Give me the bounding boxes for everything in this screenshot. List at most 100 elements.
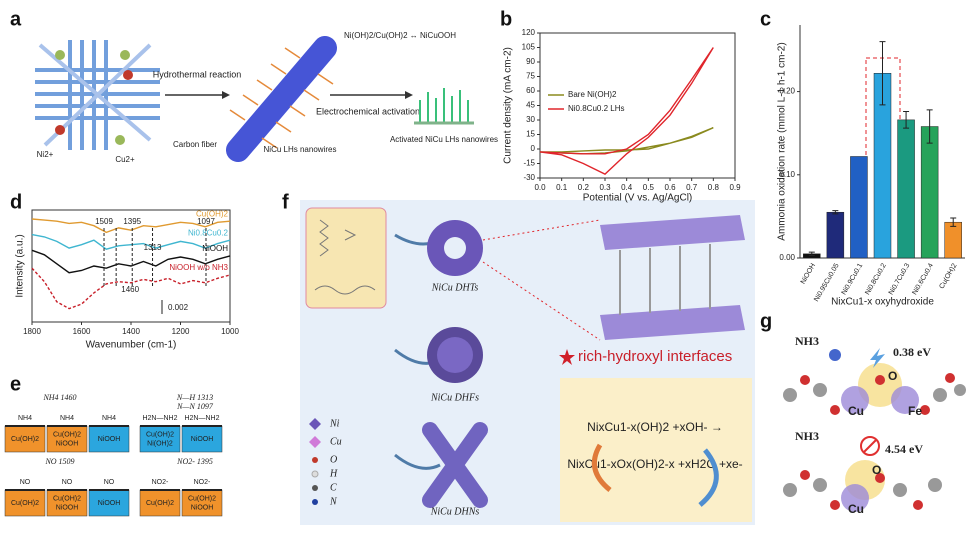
block-label: Cu(OH)2 (146, 431, 174, 438)
bar (944, 221, 962, 259)
legend-label: Cu (330, 436, 342, 447)
legend-label: C (330, 482, 337, 493)
legend-label: Bare Ni(OH)2 (568, 90, 617, 99)
surface-species: NH4 (18, 415, 32, 422)
bar (920, 126, 939, 259)
error-bar (903, 111, 910, 129)
series-label: Cu(OH)2 (196, 209, 229, 218)
block-label: Cu(OH)2 (11, 500, 39, 507)
legend-label: Ni (329, 418, 340, 429)
atom-label: Cu (848, 404, 864, 418)
error-bar (926, 109, 933, 144)
series-line (31, 233, 231, 250)
group-header: N—H 1313 (176, 393, 213, 402)
x-tick-label: 1400 (122, 327, 140, 336)
bar (850, 156, 868, 259)
block-label: NiOOH (191, 504, 214, 511)
block-label: Cu(OH)2 (53, 431, 81, 438)
equation: NixCu1-xOx(OH)2-x +xH2O +xe- (567, 457, 742, 471)
x-axis-title: Wavenumber (cm-1) (86, 340, 177, 351)
block-label: Cu(OH)2 (188, 495, 216, 502)
equation: NixCu1-x(OH)2 +xOH- → (587, 420, 723, 434)
annotation-label: 1460 (121, 285, 139, 294)
panel-letter: g (760, 310, 772, 332)
block-label: NiOOH (98, 500, 121, 507)
x-tick-label: 0.5 (643, 183, 655, 192)
group-header: NH4 1460 (42, 393, 76, 402)
y-tick-label: 30 (526, 115, 535, 124)
y-tick-label: 0.20 (779, 87, 795, 96)
atom-label: Cu (848, 502, 864, 516)
y-axis-title: Intensity (a.u.) (15, 234, 26, 297)
surface-species: NO (20, 479, 31, 486)
error-bar (879, 41, 886, 106)
panel-g: NH3 0.38 eV O Cu Fe NH3 4.54 eV O Cu (783, 334, 966, 516)
annotation-label: 1395 (123, 217, 141, 226)
group-header: NO 1509 (44, 457, 74, 466)
x-axis-title: Potential (V vs. Ag/AgCl) (583, 193, 693, 204)
legend-label: H (329, 468, 338, 479)
x-tick-label: Cu(OH)2 (938, 262, 958, 290)
energy: 0.38 eV (893, 345, 931, 359)
x-tick-label: 0.8 (708, 183, 720, 192)
panel-letter: c (760, 8, 771, 30)
y-tick-label: 105 (522, 43, 536, 52)
x-tick-label: Ni0.8Cu0.2 (864, 262, 888, 296)
annotation-label: 1313 (144, 243, 162, 252)
substrate-block (46, 425, 88, 453)
block-label: Cu(OH)2 (53, 495, 81, 502)
molecule: NH3 (795, 429, 819, 443)
block-label: NiOOH (56, 440, 79, 447)
atom-label: O (872, 463, 881, 477)
y-tick-label: 0.00 (779, 253, 795, 262)
error-bar (832, 210, 839, 215)
legend-label: N (329, 496, 338, 507)
series-label: Ni0.8Cu0.2 (188, 228, 229, 237)
surface-species: NH4 (60, 415, 74, 422)
annotation-label: 1097 (197, 217, 215, 226)
surface-species: H2N—NH2 (142, 415, 177, 422)
x-tick-label: 1000 (221, 327, 239, 336)
label: NiCu LHs nanowires (264, 145, 337, 154)
substrate-block (4, 425, 46, 453)
series-line (31, 249, 231, 274)
series-line (31, 218, 231, 234)
label: Hydrothermal reaction (153, 69, 242, 79)
scale-label: 0.002 (168, 303, 189, 312)
highlight-text: rich-hydroxyl interfaces (578, 348, 732, 365)
block-label: Cu(OH)2 (146, 500, 174, 507)
x-tick-label: Ni0.6Cu0.4 (911, 262, 935, 296)
x-tick-label: 0.6 (664, 183, 676, 192)
block-label: NiOOH (191, 436, 214, 443)
panel-letter: a (10, 8, 22, 30)
y-axis-title: Current density (mA cm-2) (503, 47, 514, 164)
y-tick-label: 15 (526, 130, 535, 139)
label: Carbon fiber (173, 140, 217, 149)
panel-letter: f (282, 191, 289, 213)
product-label: NiCu DHNs (430, 506, 480, 517)
substrate-block (181, 489, 223, 517)
y-tick-label: -30 (523, 173, 535, 182)
product-label: NiCu DHFs (430, 392, 479, 403)
x-tick-label: 0.4 (621, 183, 633, 192)
y-axis-title: Ammonia oxidation rate (mmol L-1 h-1 cm-… (777, 42, 788, 240)
bar (897, 119, 915, 259)
x-tick-label: 0.1 (556, 183, 568, 192)
group-header: N—N 1097 (176, 402, 214, 411)
label: Activated NiCu LHs nanowires (390, 135, 498, 144)
y-tick-label: 90 (526, 57, 535, 66)
x-tick-label: 1600 (73, 327, 91, 336)
y-tick-label: 0.10 (779, 170, 795, 179)
x-tick-label: 0.2 (578, 183, 590, 192)
block-label: Cu(OH)2 (11, 436, 39, 443)
x-tick-label: 0.3 (599, 183, 611, 192)
x-tick-label: 0.9 (729, 183, 741, 192)
y-tick-label: 60 (526, 86, 535, 95)
block-label: NiOOH (56, 504, 79, 511)
x-tick-label: Ni0.9Cu0.1 (841, 262, 865, 296)
panel-letter: d (10, 191, 22, 213)
label: Ni(OH)2/Cu(OH)2 ↔ NiCuOOH (344, 31, 456, 40)
x-tick-label: 0.0 (534, 183, 546, 192)
y-tick-label: 45 (526, 101, 535, 110)
